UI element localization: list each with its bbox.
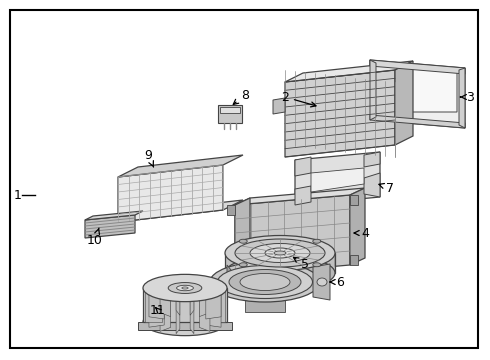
Ellipse shape [225,256,335,291]
Ellipse shape [239,263,247,267]
Polygon shape [378,64,457,112]
Polygon shape [160,293,171,332]
Polygon shape [199,279,210,316]
Text: 11: 11 [150,303,166,316]
Polygon shape [206,291,221,327]
Ellipse shape [235,239,325,267]
Ellipse shape [218,266,313,298]
Polygon shape [350,195,358,205]
Text: 8: 8 [233,89,249,104]
Polygon shape [350,255,358,265]
Ellipse shape [182,287,188,289]
Polygon shape [350,188,365,265]
Text: 4: 4 [354,226,369,239]
Text: 1: 1 [14,189,22,202]
Polygon shape [311,168,364,192]
Polygon shape [285,70,395,157]
Polygon shape [190,276,194,315]
Ellipse shape [176,285,194,291]
Polygon shape [235,195,350,275]
Polygon shape [208,288,225,322]
Polygon shape [313,264,330,300]
Ellipse shape [168,283,202,293]
Polygon shape [149,291,164,327]
Polygon shape [285,61,413,82]
Polygon shape [273,98,285,114]
Polygon shape [235,188,365,205]
Text: 3: 3 [461,90,474,104]
Polygon shape [220,107,240,113]
Polygon shape [118,165,223,222]
Ellipse shape [317,278,327,286]
Ellipse shape [143,274,227,302]
Polygon shape [227,205,235,215]
Polygon shape [176,276,180,315]
Text: 9: 9 [144,149,153,167]
Ellipse shape [265,248,295,258]
Ellipse shape [240,274,290,291]
Ellipse shape [229,270,301,294]
Polygon shape [176,295,180,334]
Ellipse shape [274,251,286,255]
Polygon shape [118,200,243,222]
Ellipse shape [225,235,335,270]
Polygon shape [235,198,250,275]
Polygon shape [245,300,285,312]
Polygon shape [85,211,143,220]
Polygon shape [210,277,320,287]
Text: 7: 7 [379,181,394,194]
Polygon shape [138,322,232,330]
Ellipse shape [313,239,321,243]
Polygon shape [295,186,311,205]
Ellipse shape [250,243,310,262]
Text: 10: 10 [87,228,103,247]
Polygon shape [85,215,135,238]
Polygon shape [370,60,376,120]
Polygon shape [199,293,210,332]
Ellipse shape [143,309,227,336]
Polygon shape [459,68,465,128]
Polygon shape [149,283,164,319]
Text: 5: 5 [294,257,309,271]
Ellipse shape [239,239,247,243]
Text: 2: 2 [281,90,316,107]
Polygon shape [206,283,221,319]
Polygon shape [118,155,243,177]
Polygon shape [370,60,465,74]
Ellipse shape [210,262,320,302]
Polygon shape [295,152,380,205]
Polygon shape [370,60,465,128]
Polygon shape [395,61,413,145]
Polygon shape [143,288,227,322]
Polygon shape [295,157,311,176]
Polygon shape [364,173,380,197]
Polygon shape [370,115,465,128]
Polygon shape [227,265,235,285]
Polygon shape [145,288,162,322]
Polygon shape [225,253,335,273]
Polygon shape [364,152,380,167]
Polygon shape [218,105,242,123]
Text: 6: 6 [330,275,344,288]
Ellipse shape [313,263,321,267]
Polygon shape [160,279,171,316]
Polygon shape [190,295,194,334]
